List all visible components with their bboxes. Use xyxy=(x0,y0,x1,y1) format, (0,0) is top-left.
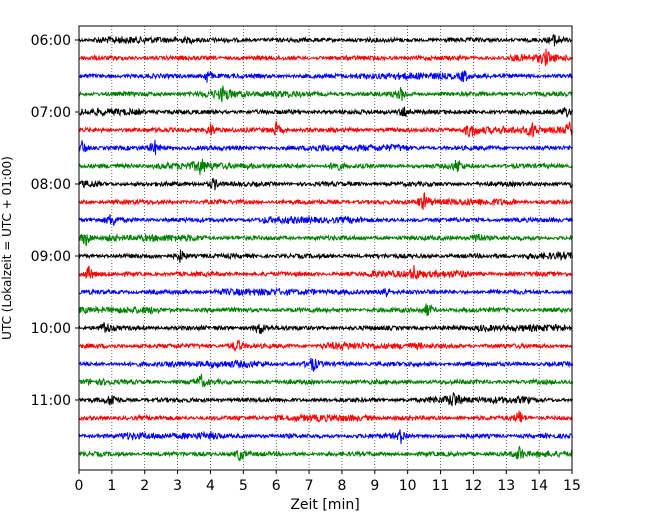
y-tick-label: 07:00 xyxy=(31,105,71,121)
plot-area xyxy=(79,26,572,470)
x-tick-label: 12 xyxy=(464,478,482,494)
trace-0915 xyxy=(78,265,573,280)
x-tick-label: 9 xyxy=(370,478,379,494)
y-tick-label: 08:00 xyxy=(31,177,71,193)
trace-1130 xyxy=(78,429,573,445)
trace-0800 xyxy=(78,177,573,191)
x-tick-label: 15 xyxy=(563,478,581,494)
trace-1145 xyxy=(78,445,573,462)
trace-0630 xyxy=(78,69,573,83)
x-tick-label: 10 xyxy=(399,478,417,494)
x-tick-label: 0 xyxy=(75,478,84,494)
trace-1000 xyxy=(78,322,573,334)
trace-1115 xyxy=(78,410,573,423)
x-tick-label: 1 xyxy=(107,478,116,494)
y-tick-label: 09:00 xyxy=(31,249,71,265)
trace-0615 xyxy=(78,48,573,67)
x-tick-label: 8 xyxy=(337,478,346,494)
grid-lines xyxy=(111,26,540,470)
x-tick-label: 7 xyxy=(305,478,314,494)
trace-0930 xyxy=(78,287,573,297)
y-tick-label: 11:00 xyxy=(31,393,71,409)
trace-0700 xyxy=(78,106,573,118)
x-axis-label: Zeit [min] xyxy=(290,497,359,513)
x-axis-ticks: 0 1 2 3 4 5 6 7 8 9 10 11 12 13 14 15 xyxy=(75,470,581,494)
trace-0600 xyxy=(78,33,573,47)
x-tick-label: 3 xyxy=(173,478,182,494)
trace-0945 xyxy=(78,303,573,317)
y-tick-label: 10:00 xyxy=(31,321,71,337)
trace-1045 xyxy=(78,373,573,388)
trace-1015 xyxy=(78,338,573,352)
x-tick-label: 4 xyxy=(206,478,215,494)
trace-0730 xyxy=(78,139,573,156)
trace-0645 xyxy=(78,85,573,103)
x-tick-label: 5 xyxy=(239,478,248,494)
trace-0715 xyxy=(78,120,573,138)
plot-frame-border xyxy=(78,25,573,471)
x-tick-label: 11 xyxy=(432,478,450,494)
x-tick-label: 6 xyxy=(272,478,281,494)
trace-0745 xyxy=(78,158,573,176)
y-tick-label: 06:00 xyxy=(31,33,71,49)
trace-1030 xyxy=(78,357,573,372)
y-axis-label: UTC (Lokalzeit = UTC + 01:00) xyxy=(0,156,14,340)
x-tick-label: 14 xyxy=(530,478,548,494)
y-axis-ticks: 06:00 07:00 08:00 09:00 10:00 11:00 xyxy=(31,33,79,409)
seismogram-traces xyxy=(78,33,573,462)
trace-0815 xyxy=(78,192,573,210)
trace-0830 xyxy=(78,214,573,226)
x-tick-label: 2 xyxy=(140,478,149,494)
x-tick-label: 13 xyxy=(497,478,515,494)
trace-1100 xyxy=(78,392,573,407)
trace-0845 xyxy=(78,233,573,247)
trace-0900 xyxy=(78,249,573,263)
